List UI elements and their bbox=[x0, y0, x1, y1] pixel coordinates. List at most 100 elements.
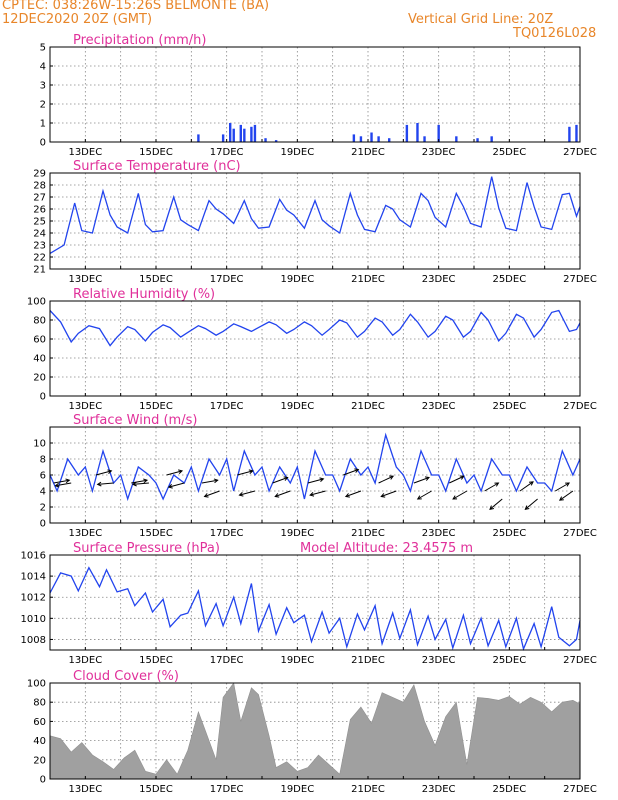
precip-ytick-label: 4 bbox=[40, 62, 46, 73]
pressure-xtick-label: 15DEC bbox=[139, 655, 173, 666]
wind-vector bbox=[449, 475, 464, 484]
wind-vector-head bbox=[203, 493, 209, 498]
wind-vector bbox=[132, 482, 149, 485]
precip-bar bbox=[229, 123, 232, 142]
cloud-xtick-label: 21DEC bbox=[351, 784, 385, 795]
wind-vector-head bbox=[424, 476, 430, 481]
humidity-ytick-label: 60 bbox=[33, 335, 46, 346]
wind-vector-head bbox=[494, 482, 500, 487]
wind-vector-head bbox=[459, 475, 465, 480]
humidity-title: Relative Humidity (%) bbox=[73, 287, 215, 302]
precip-bar bbox=[388, 138, 391, 142]
humidity-series-line bbox=[49, 309, 581, 347]
pressure-ytick-label: 1008 bbox=[21, 635, 46, 646]
pressure-ytick-label: 1012 bbox=[21, 593, 46, 604]
precip-xtick-label: 27DEC bbox=[563, 147, 597, 158]
precip-bar bbox=[359, 136, 363, 142]
temperature-xtick-label: 15DEC bbox=[139, 274, 173, 285]
wind-ytick-label: 4 bbox=[40, 487, 46, 498]
temperature-ytick-label: 28 bbox=[33, 181, 46, 192]
pressure-frame bbox=[49, 554, 581, 651]
temperature-ytick-label: 29 bbox=[33, 169, 46, 180]
temperature-ytick-label: 26 bbox=[33, 205, 46, 216]
wind-vector-head bbox=[178, 469, 184, 474]
wind-vector-head bbox=[389, 475, 395, 480]
wind-vector bbox=[275, 490, 291, 497]
wind-vector-head bbox=[131, 481, 137, 487]
wind-vector bbox=[166, 470, 183, 476]
precip-bar bbox=[370, 132, 373, 142]
wind-vector bbox=[204, 490, 220, 497]
temperature-xtick-label: 13DEC bbox=[68, 274, 102, 285]
precip-bar bbox=[423, 136, 426, 142]
wind-vector bbox=[95, 470, 112, 476]
precip-bar bbox=[405, 124, 409, 142]
humidity-xtick-label: 21DEC bbox=[351, 401, 385, 412]
humidity-xtick-label: 23DEC bbox=[422, 401, 456, 412]
cloud-ytick-label: 20 bbox=[33, 755, 46, 766]
wind-vector bbox=[519, 481, 534, 492]
wind-vector bbox=[378, 475, 394, 484]
temperature-xtick-label: 23DEC bbox=[422, 274, 456, 285]
precip-bar bbox=[253, 124, 257, 142]
wind-xtick-label: 25DEC bbox=[492, 528, 526, 539]
precip-bar bbox=[221, 134, 225, 142]
wind-vector-head bbox=[416, 495, 422, 500]
wind-xtick-label: 17DEC bbox=[210, 528, 244, 539]
precip-title: Precipitation (mm/h) bbox=[73, 33, 206, 48]
wind-vector-head bbox=[274, 493, 280, 498]
wind-vector bbox=[484, 482, 499, 492]
temperature-ytick-label: 23 bbox=[33, 241, 46, 252]
pressure-xtick-label: 27DEC bbox=[563, 655, 597, 666]
wind-xtick-label: 27DEC bbox=[563, 528, 597, 539]
wind-ytick-label: 6 bbox=[40, 471, 46, 482]
wind-ytick-label: 8 bbox=[40, 455, 46, 466]
wind-vector bbox=[237, 470, 253, 476]
pressure-series-line bbox=[49, 566, 581, 652]
wind-vector bbox=[307, 478, 324, 484]
temperature-xtick-label: 25DEC bbox=[492, 274, 526, 285]
cloud-xtick-label: 25DEC bbox=[492, 784, 526, 795]
header-station: CPTEC: 038:26W-15:26S BELMONTE (BA) bbox=[2, 0, 270, 13]
humidity-xtick-label: 19DEC bbox=[280, 401, 314, 412]
wind-ytick-label: 0 bbox=[40, 519, 46, 530]
wind-vector bbox=[559, 490, 574, 501]
wind-vector-head bbox=[283, 476, 289, 481]
temperature-frame bbox=[49, 172, 581, 270]
wind-vector bbox=[131, 479, 148, 484]
precip-bar bbox=[243, 128, 246, 142]
header-grid-note: Vertical Grid Line: 20Z bbox=[408, 12, 554, 27]
wind-series-line bbox=[49, 432, 581, 502]
humidity-ytick-label: 80 bbox=[33, 316, 46, 327]
wind-vector bbox=[525, 498, 538, 510]
wind-frame bbox=[49, 426, 581, 524]
cloud-xtick-label: 19DEC bbox=[280, 784, 314, 795]
precip-xtick-label: 17DEC bbox=[210, 147, 244, 158]
humidity-xtick-label: 13DEC bbox=[68, 401, 102, 412]
pressure-ytick-label: 1010 bbox=[21, 614, 46, 625]
wind-vector-head bbox=[452, 495, 458, 500]
wind-vector-head bbox=[319, 477, 325, 482]
wind-vector bbox=[489, 498, 503, 510]
cloud-xtick-label: 13DEC bbox=[68, 784, 102, 795]
wind-vector-head bbox=[558, 496, 564, 501]
cloud-xtick-label: 17DEC bbox=[210, 784, 244, 795]
wind-vector-head bbox=[167, 484, 173, 489]
humidity-ytick-label: 0 bbox=[40, 392, 46, 403]
wind-vector-head bbox=[96, 481, 102, 487]
wind-vector-head bbox=[238, 492, 244, 497]
precip-ytick-label: 5 bbox=[40, 43, 46, 54]
wind-vector bbox=[239, 490, 256, 496]
humidity-ytick-label: 100 bbox=[27, 297, 46, 308]
precip-ytick-label: 3 bbox=[40, 81, 46, 92]
cloud-area bbox=[49, 682, 581, 780]
wind-vector-head bbox=[380, 493, 386, 498]
precip-bar bbox=[575, 124, 578, 142]
precip-xtick-label: 25DEC bbox=[492, 147, 526, 158]
header-date: 12DEC2020 20Z (GMT) bbox=[2, 12, 153, 27]
pressure-xtick-label: 17DEC bbox=[210, 655, 244, 666]
temperature-xtick-label: 27DEC bbox=[563, 274, 597, 285]
pressure-ytick-label: 1014 bbox=[21, 572, 46, 583]
humidity-xtick-label: 27DEC bbox=[563, 401, 597, 412]
temperature-title: Surface Temperature (nC) bbox=[73, 159, 241, 174]
